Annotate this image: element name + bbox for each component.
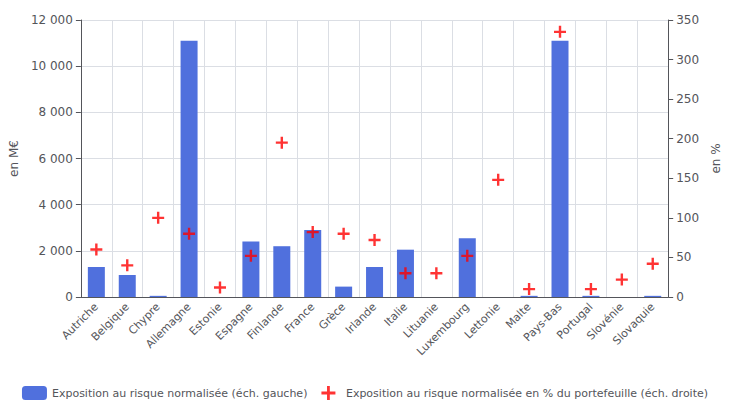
svg-text:Belgique: Belgique: [89, 300, 132, 343]
svg-text:Espagne: Espagne: [213, 300, 256, 343]
svg-text:en %: en %: [709, 143, 723, 173]
svg-text:Chypre: Chypre: [125, 300, 163, 338]
svg-text:France: France: [282, 300, 317, 335]
svg-text:Allemagne: Allemagne: [143, 300, 194, 351]
svg-text:Lettonie: Lettonie: [462, 300, 503, 341]
svg-text:6 000: 6 000: [39, 152, 73, 166]
svg-text:0: 0: [676, 290, 684, 304]
svg-text:10 000: 10 000: [31, 59, 73, 73]
svg-text:Portugal: Portugal: [554, 300, 596, 342]
svg-text:Grèce: Grèce: [316, 300, 349, 333]
svg-text:en M€: en M€: [7, 140, 21, 177]
svg-text:300: 300: [676, 53, 699, 67]
svg-text:0: 0: [65, 290, 73, 304]
svg-text:Lituanie: Lituanie: [400, 300, 441, 341]
svg-text:Italie: Italie: [382, 300, 411, 329]
svg-text:Luxembourg: Luxembourg: [414, 300, 472, 358]
svg-text:Slovénie: Slovénie: [584, 300, 627, 343]
svg-text:2 000: 2 000: [39, 244, 73, 258]
svg-text:Irlande: Irlande: [343, 300, 379, 336]
svg-text:Finlande: Finlande: [245, 300, 287, 342]
svg-text:50: 50: [676, 250, 691, 264]
svg-text:150: 150: [676, 171, 699, 185]
svg-text:Estonie: Estonie: [186, 300, 225, 339]
svg-text:Exposition au risque normalisé: Exposition au risque normalisée en % du …: [346, 387, 708, 400]
svg-text:Pays-Bas: Pays-Bas: [521, 300, 565, 344]
svg-text:12 000: 12 000: [31, 13, 73, 27]
svg-text:4 000: 4 000: [39, 198, 73, 212]
svg-text:100: 100: [676, 211, 699, 225]
svg-text:Malte: Malte: [503, 300, 534, 331]
svg-text:200: 200: [676, 132, 699, 146]
svg-text:Slovaquie: Slovaquie: [610, 300, 657, 347]
svg-text:250: 250: [676, 92, 699, 106]
svg-text:350: 350: [676, 13, 699, 27]
svg-text:8 000: 8 000: [39, 105, 73, 119]
svg-text:Autriche: Autriche: [59, 300, 101, 343]
svg-text:Exposition au risque normalisé: Exposition au risque normalisée (éch. ga…: [52, 387, 307, 400]
